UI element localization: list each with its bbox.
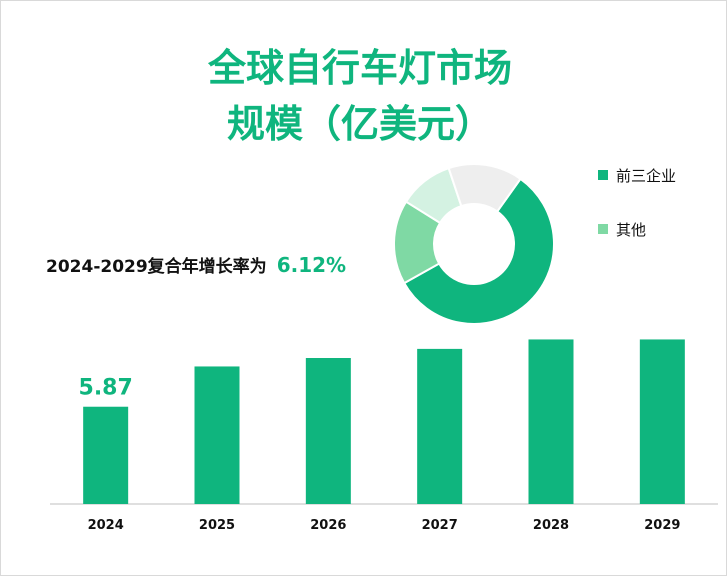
legend-item-other: 其他	[598, 219, 676, 239]
x-tick-label-2027: 2027	[422, 518, 458, 533]
cagr-value: 6.12%	[276, 253, 347, 277]
x-tick-label-2024: 2024	[88, 518, 124, 533]
bar-chart: 2024 5.87 2025 2026 2027 2028 2029	[50, 339, 718, 533]
x-tick-label-2029: 2029	[644, 518, 680, 533]
title-line-2: 规模（亿美元）	[226, 102, 493, 146]
cagr-label: 2024-2029复合年增长率为	[46, 257, 267, 277]
donut-slice-3	[447, 163, 522, 213]
x-tick-label-2025: 2025	[199, 518, 235, 533]
bar-2029	[639, 339, 685, 504]
data-label-2024: 5.87	[79, 376, 133, 401]
bar-2027	[417, 348, 463, 504]
donut-slice-0	[402, 177, 555, 325]
donut-chart	[393, 163, 555, 325]
legend-label-top3: 前三企业	[616, 166, 677, 185]
bar-2024	[83, 406, 129, 504]
bar-2026	[305, 358, 351, 504]
chart-title: 全球自行车灯市场 规模（亿美元）	[150, 40, 570, 152]
title-line-1: 全球自行车灯市场	[207, 46, 512, 90]
cagr-annotation: 2024-2029复合年增长率为 6.12%	[46, 252, 346, 277]
x-tick-label-2026: 2026	[310, 518, 346, 533]
bar-2025	[194, 366, 240, 504]
bar-2028	[528, 339, 574, 504]
legend-item-top3: 前三企业	[598, 165, 676, 185]
legend-label-other: 其他	[616, 220, 647, 239]
legend-swatch-top3	[598, 170, 608, 180]
legend-swatch-other	[598, 224, 608, 234]
x-tick-label-2028: 2028	[533, 518, 569, 533]
pie-legend: 前三企业 其他	[598, 165, 676, 273]
